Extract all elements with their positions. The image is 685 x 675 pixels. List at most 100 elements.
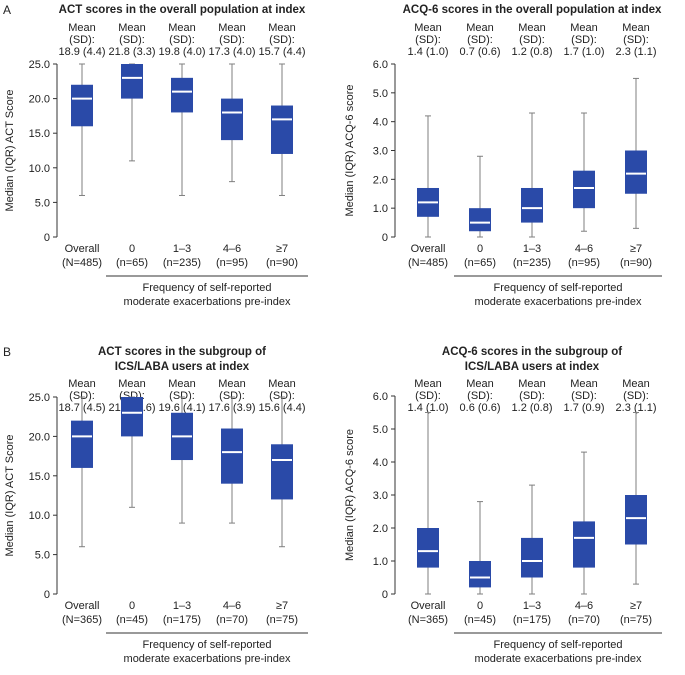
panel-label-a: A	[3, 3, 11, 17]
x-axis-label-line1: Frequency of self-reported	[493, 639, 622, 651]
x-category-label: 0	[477, 600, 483, 612]
x-category-label: 0	[129, 243, 135, 255]
y-tick-label: 20.0	[29, 431, 50, 443]
mean-sd-value: 2.3 (1.1)	[616, 46, 657, 58]
mean-label: Mean	[622, 22, 650, 34]
y-tick-label: 20.0	[29, 94, 50, 106]
chart-act-ics-laba: ACT scores in the subgroup of ICS/LABA us…	[4, 346, 308, 665]
sd-label: (SD):	[519, 34, 545, 46]
x-category-label: 1–3	[523, 243, 541, 255]
panel-label-b: B	[3, 345, 11, 359]
mean-label: Mean	[570, 22, 598, 34]
mean-label: Mean	[518, 22, 546, 34]
x-axis-label-line1: Frequency of self-reported	[142, 639, 271, 651]
x-category-label: ≥7	[276, 600, 288, 612]
x-category-n: (n=235)	[163, 257, 201, 269]
mean-label: Mean	[622, 378, 650, 390]
sd-label: (SD):	[571, 390, 597, 402]
mean-sd-value: 1.7 (1.0)	[564, 46, 605, 58]
y-tick-label: 5.0	[373, 424, 388, 436]
x-category-n: (n=70)	[216, 614, 248, 626]
x-axis-label-line2: moderate exacerbations pre-index	[475, 653, 642, 665]
y-tick-label: 0	[382, 589, 388, 601]
sd-label: (SD):	[415, 34, 441, 46]
iqr-box	[71, 420, 93, 468]
x-category-label: 0	[477, 243, 483, 255]
mean-label: Mean	[218, 22, 246, 34]
mean-sd-value: 2.3 (1.1)	[616, 402, 657, 414]
x-category-n: (N=485)	[62, 257, 102, 269]
chart-act-overall: ACT scores in the overall population at …	[4, 4, 308, 308]
sd-label: (SD):	[219, 34, 245, 46]
x-category-label: Overall	[411, 243, 446, 255]
x-category-label: 1–3	[173, 243, 191, 255]
mean-label: Mean	[466, 378, 494, 390]
iqr-box	[625, 495, 647, 545]
x-category-label: ≥7	[630, 600, 642, 612]
mean-label: Mean	[414, 378, 442, 390]
chart-title: ICS/LABA users at index	[465, 361, 600, 373]
x-category-n: (n=95)	[568, 257, 600, 269]
mean-label: Mean	[218, 378, 246, 390]
y-tick-label: 0	[44, 232, 50, 244]
mean-label: Mean	[68, 22, 96, 34]
sd-label: (SD):	[623, 390, 649, 402]
sd-label: (SD):	[623, 34, 649, 46]
x-category-label: 1–3	[173, 600, 191, 612]
mean-sd-value: 1.2 (0.8)	[512, 46, 553, 58]
x-category-label: 4–6	[575, 243, 593, 255]
y-tick-label: 6.0	[373, 59, 388, 71]
iqr-box	[573, 521, 595, 568]
x-category-n: (N=485)	[408, 257, 448, 269]
mean-sd-value: 21.8 (3.3)	[108, 46, 155, 58]
x-category-n: (n=75)	[620, 614, 652, 626]
mean-label: Mean	[118, 378, 146, 390]
x-category-label: Overall	[65, 243, 100, 255]
x-axis-label-line1: Frequency of self-reported	[493, 282, 622, 294]
mean-sd-value: 1.4 (1.0)	[408, 46, 449, 58]
x-category-n: (n=235)	[513, 257, 551, 269]
y-tick-label: 15.0	[29, 128, 50, 140]
mean-sd-value: 18.9 (4.4)	[58, 46, 105, 58]
x-category-label: 4–6	[223, 600, 241, 612]
mean-label: Mean	[68, 378, 96, 390]
x-category-n: (n=65)	[116, 257, 148, 269]
y-axis-label: Median (IQR) ACQ-6 score	[344, 84, 356, 216]
x-category-n: (n=90)	[620, 257, 652, 269]
y-tick-label: 3.0	[373, 146, 388, 158]
mean-sd-value: 1.2 (0.8)	[512, 402, 553, 414]
mean-sd-value: 15.7 (4.4)	[258, 46, 305, 58]
sd-label: (SD):	[467, 34, 493, 46]
sd-label: (SD):	[269, 34, 295, 46]
iqr-box	[271, 105, 293, 154]
x-category-label: Overall	[411, 600, 446, 612]
mean-sd-value: 19.8 (4.0)	[158, 46, 205, 58]
sd-label: (SD):	[519, 390, 545, 402]
x-category-label: 0	[129, 600, 135, 612]
x-category-n: (n=65)	[464, 257, 496, 269]
iqr-box	[71, 84, 93, 127]
chart-acq6-overall: ACQ-6 scores in the overall population a…	[344, 4, 662, 308]
sd-label: (SD):	[571, 34, 597, 46]
mean-label: Mean	[168, 378, 196, 390]
y-tick-label: 10.0	[29, 510, 50, 522]
y-tick-label: 10.0	[29, 163, 50, 175]
chart-acq6-ics-laba: ACQ-6 scores in the subgroup of ICS/LABA …	[344, 346, 662, 665]
mean-label: Mean	[168, 22, 196, 34]
mean-label: Mean	[118, 22, 146, 34]
mean-label: Mean	[268, 378, 296, 390]
y-tick-label: 0	[382, 232, 388, 244]
x-category-n: (N=365)	[62, 614, 102, 626]
x-category-n: (n=175)	[163, 614, 201, 626]
mean-label: Mean	[268, 22, 296, 34]
x-axis-label-line2: moderate exacerbations pre-index	[475, 296, 642, 308]
y-tick-label: 5.0	[35, 550, 50, 562]
iqr-box	[221, 98, 243, 141]
iqr-box	[469, 561, 491, 588]
y-tick-label: 0	[44, 589, 50, 601]
x-category-n: (n=175)	[513, 614, 551, 626]
y-tick-label: 15.0	[29, 471, 50, 483]
x-category-label: 4–6	[575, 600, 593, 612]
y-tick-label: 25.0	[29, 59, 50, 71]
